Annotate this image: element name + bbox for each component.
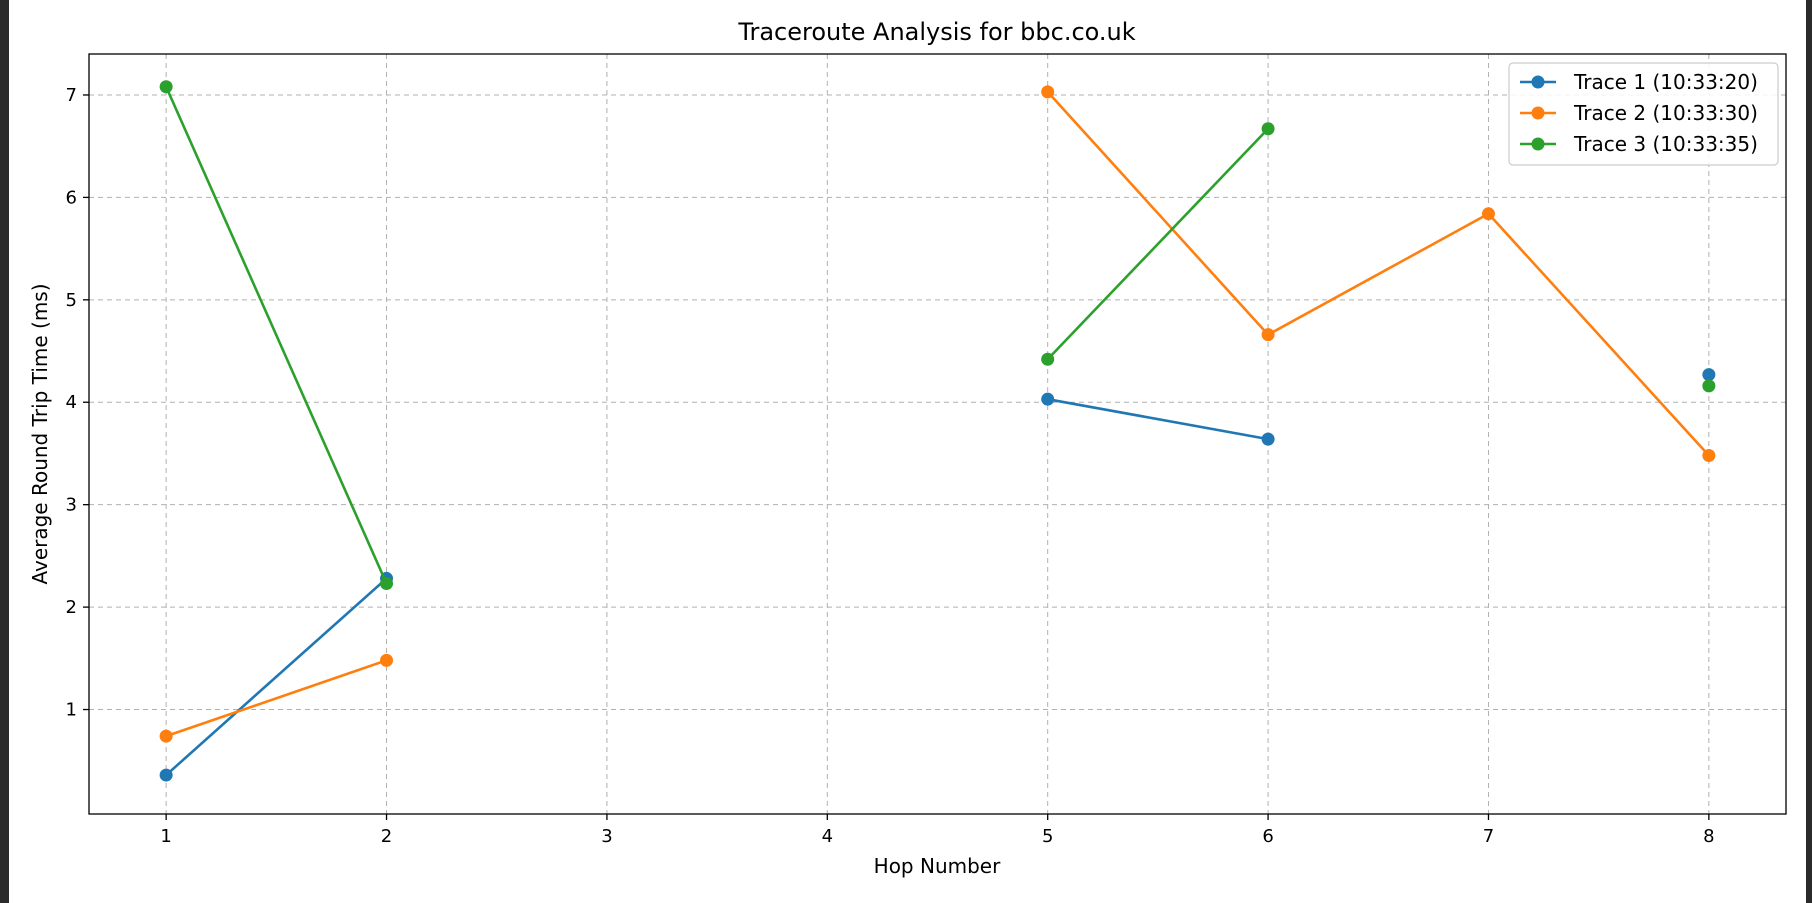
trace-3-point — [159, 80, 173, 94]
trace-1-point — [1041, 392, 1055, 406]
trace-1-line — [1047, 397, 1269, 441]
y-tick-label: 3 — [66, 495, 77, 516]
trace-3-point — [1041, 352, 1055, 366]
trace-2-point — [1261, 328, 1275, 342]
legend: Trace 1 (10:33:20) Trace 2 (10:33:30) Trac… — [1508, 62, 1779, 166]
trace-2-point — [159, 729, 173, 743]
legend-label: Trace 2 (10:33:30) — [1573, 101, 1758, 125]
legend-item-trace-3: Trace 3 (10:33:35) — [1520, 132, 1758, 156]
y-tick-label: 6 — [66, 187, 77, 208]
trace-3-line — [164, 86, 388, 585]
legend-marker — [1531, 75, 1545, 89]
trace-2-point — [1041, 85, 1055, 99]
trace-1-point — [159, 768, 173, 782]
axis-ticks: 1 2 3 4 5 6 7 8 1 2 3 4 5 6 7 — [66, 85, 1715, 847]
y-axis-label: Average Round Trip Time (ms) — [28, 283, 52, 584]
y-tick-label: 1 — [66, 700, 77, 721]
trace-2-line — [1046, 91, 1710, 457]
x-tick-label: 1 — [160, 826, 171, 847]
legend-item-trace-2: Trace 2 (10:33:30) — [1520, 101, 1758, 125]
figure-canvas — [9, 0, 1806, 903]
x-tick-label: 4 — [822, 826, 833, 847]
trace-3-point — [1702, 379, 1716, 393]
trace-1-point — [1702, 368, 1716, 382]
y-tick-label: 4 — [66, 392, 77, 413]
x-tick-label: 6 — [1262, 826, 1273, 847]
y-tick-label: 7 — [66, 85, 77, 106]
x-tick-label: 8 — [1703, 826, 1714, 847]
y-tick-label: 5 — [66, 290, 77, 311]
grid-lines — [89, 54, 1786, 814]
y-tick-label: 2 — [66, 597, 77, 618]
series-trace-2 — [159, 85, 1716, 743]
legend-item-trace-1: Trace 1 (10:33:20) — [1520, 70, 1758, 94]
axes-frame — [88, 53, 1787, 815]
trace-3-line — [1046, 127, 1270, 361]
x-tick-label: 5 — [1042, 826, 1053, 847]
x-tick-label: 2 — [381, 826, 392, 847]
legend-marker — [1531, 137, 1545, 151]
chart-title: Traceroute Analysis for bbc.co.uk — [737, 18, 1135, 46]
trace-2-point — [380, 653, 394, 667]
trace-2-point — [1702, 449, 1716, 463]
legend-label: Trace 3 (10:33:35) — [1573, 132, 1758, 156]
x-axis-label: Hop Number — [874, 854, 1001, 878]
series-trace-3 — [159, 80, 1716, 591]
trace-2-line — [165, 659, 387, 738]
x-tick-label: 7 — [1483, 826, 1494, 847]
trace-2-point — [1481, 207, 1495, 221]
series-trace-1 — [159, 368, 1716, 782]
legend-marker — [1531, 106, 1545, 120]
legend-box — [1508, 62, 1779, 166]
trace-3-point — [380, 577, 394, 591]
trace-1-line — [165, 577, 388, 777]
series-lines — [159, 80, 1716, 782]
x-tick-label: 3 — [601, 826, 612, 847]
trace-3-point — [1261, 122, 1275, 136]
legend-label: Trace 1 (10:33:20) — [1573, 70, 1758, 94]
trace-1-point — [1261, 432, 1275, 446]
